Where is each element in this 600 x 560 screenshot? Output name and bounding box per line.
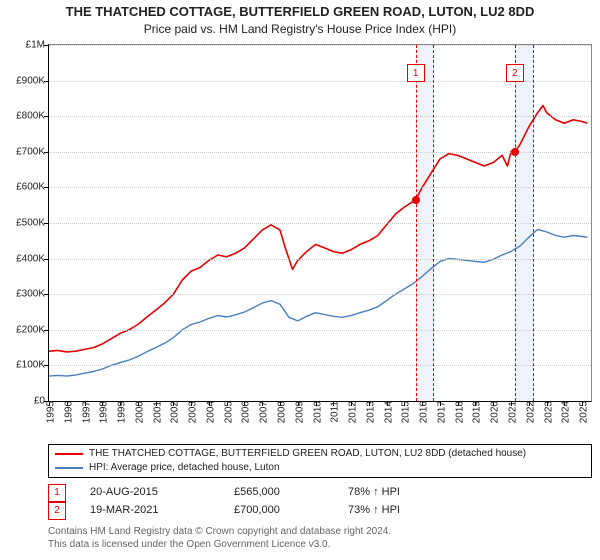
gridline [49, 45, 591, 46]
x-tick-label: 2020 [486, 401, 501, 423]
legend-label: HPI: Average price, detached house, Luto… [89, 461, 280, 475]
gridline [49, 330, 591, 331]
y-tick-mark [44, 330, 49, 331]
transaction-price: £700,000 [234, 502, 324, 520]
legend-swatch [55, 467, 83, 469]
chart-container: THE THATCHED COTTAGE, BUTTERFIELD GREEN … [0, 0, 600, 560]
series-line-hpi [49, 229, 587, 376]
transaction-date: 20-AUG-2015 [90, 484, 210, 502]
transaction-row: 2 19-MAR-2021 £700,000 73% ↑ HPI [48, 502, 592, 520]
gridline [49, 116, 591, 117]
x-tick-label: 2010 [308, 401, 323, 423]
x-tick-label: 2025 [575, 401, 590, 423]
x-tick-label: 2001 [148, 401, 163, 423]
y-tick-mark [44, 223, 49, 224]
gridline [49, 259, 591, 260]
x-tick-label: 2016 [415, 401, 430, 423]
x-tick-label: 1998 [95, 401, 110, 423]
x-tick-label: 2023 [539, 401, 554, 423]
x-tick-label: 2003 [184, 401, 199, 423]
transaction-band-edge [416, 45, 417, 401]
y-tick-mark [44, 365, 49, 366]
x-tick-label: 1999 [113, 401, 128, 423]
x-tick-label: 2014 [379, 401, 394, 423]
transaction-band-edge [533, 45, 534, 401]
y-tick-mark [44, 187, 49, 188]
transaction-index-icon: 1 [48, 484, 66, 502]
x-tick-label: 2021 [504, 401, 519, 423]
gridline [49, 294, 591, 295]
transaction-index-icon: 2 [48, 502, 66, 520]
x-tick-label: 2006 [237, 401, 252, 423]
legend-label: THE THATCHED COTTAGE, BUTTERFIELD GREEN … [89, 447, 526, 461]
y-tick-mark [44, 294, 49, 295]
y-tick-mark [44, 116, 49, 117]
x-tick-label: 2002 [166, 401, 181, 423]
transaction-price-dot [511, 148, 519, 156]
x-tick-label: 2022 [521, 401, 536, 423]
x-tick-label: 2019 [468, 401, 483, 423]
gridline [49, 365, 591, 366]
gridline [49, 187, 591, 188]
transaction-marker-label: 1 [407, 64, 425, 82]
transaction-pct: 73% ↑ HPI [348, 502, 438, 520]
y-tick-mark [44, 45, 49, 46]
plot-area: £0£100K£200K£300K£400K£500K£600K£700K£80… [48, 44, 592, 402]
attribution: Contains HM Land Registry data © Crown c… [48, 526, 592, 551]
x-tick-label: 2024 [557, 401, 572, 423]
chart-title: THE THATCHED COTTAGE, BUTTERFIELD GREEN … [0, 4, 600, 21]
legend: THE THATCHED COTTAGE, BUTTERFIELD GREEN … [48, 444, 592, 478]
y-tick-mark [44, 152, 49, 153]
transaction-date: 19-MAR-2021 [90, 502, 210, 520]
x-tick-label: 1997 [77, 401, 92, 423]
x-tick-label: 2007 [255, 401, 270, 423]
x-tick-label: 2015 [397, 401, 412, 423]
series-line-property [49, 106, 587, 352]
transaction-band-edge [515, 45, 516, 401]
x-tick-label: 2009 [290, 401, 305, 423]
transaction-marker-label: 2 [506, 64, 524, 82]
legend-row: HPI: Average price, detached house, Luto… [55, 461, 585, 475]
gridline [49, 223, 591, 224]
x-tick-label: 1995 [42, 401, 57, 423]
y-tick-mark [44, 259, 49, 260]
chart-subtitle: Price paid vs. HM Land Registry's House … [0, 22, 600, 38]
attribution-line-1: Contains HM Land Registry data © Crown c… [48, 526, 592, 539]
transaction-row: 1 20-AUG-2015 £565,000 78% ↑ HPI [48, 484, 592, 502]
gridline [49, 152, 591, 153]
transactions-table: 1 20-AUG-2015 £565,000 78% ↑ HPI 2 19-MAR-202… [48, 484, 592, 520]
x-tick-label: 1996 [59, 401, 74, 423]
x-tick-label: 2005 [219, 401, 234, 423]
x-tick-label: 2000 [130, 401, 145, 423]
transaction-price-dot [412, 196, 420, 204]
x-tick-label: 2013 [361, 401, 376, 423]
transaction-price: £565,000 [234, 484, 324, 502]
x-tick-label: 2008 [273, 401, 288, 423]
transaction-pct: 78% ↑ HPI [348, 484, 438, 502]
legend-swatch [55, 453, 83, 455]
x-tick-label: 2011 [326, 401, 341, 423]
x-tick-label: 2017 [432, 401, 447, 423]
x-tick-label: 2004 [201, 401, 216, 423]
x-tick-label: 2012 [344, 401, 359, 423]
x-tick-label: 2018 [450, 401, 465, 423]
transaction-band-edge [433, 45, 434, 401]
legend-row: THE THATCHED COTTAGE, BUTTERFIELD GREEN … [55, 447, 585, 461]
y-tick-mark [44, 81, 49, 82]
title-block: THE THATCHED COTTAGE, BUTTERFIELD GREEN … [0, 0, 600, 37]
attribution-line-2: This data is licensed under the Open Gov… [48, 539, 592, 552]
